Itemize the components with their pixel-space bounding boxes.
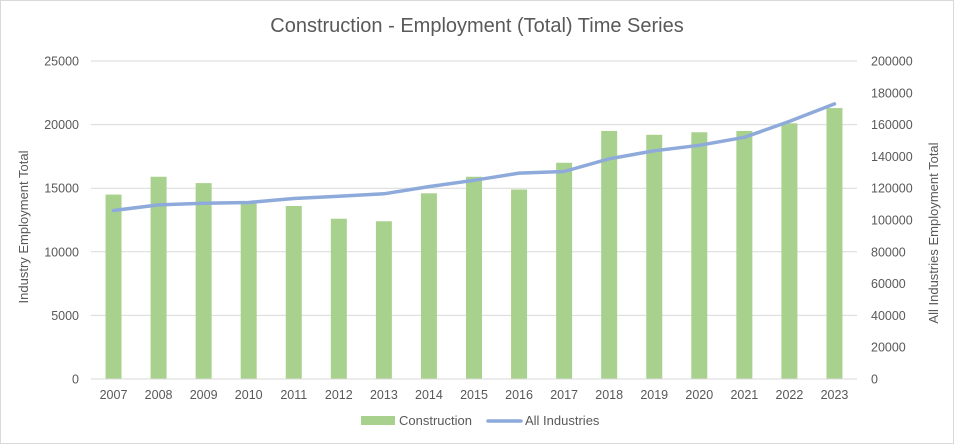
x-tick-label: 2021 xyxy=(730,388,758,402)
construction-bar xyxy=(330,218,347,379)
left-tick-label: 15000 xyxy=(44,182,79,196)
all-industries-line-group xyxy=(111,102,837,213)
right-axis-title: All Industries Employment Total xyxy=(926,142,941,323)
right-tick-label: 120000 xyxy=(871,182,913,196)
x-tick-label: 2015 xyxy=(460,388,488,402)
legend-construction-swatch xyxy=(361,416,395,425)
construction-bar xyxy=(150,176,167,379)
legend-all-industries-label: All Industries xyxy=(525,413,600,428)
x-tick-label: 2016 xyxy=(505,388,533,402)
right-tick-label: 60000 xyxy=(871,277,906,291)
x-tick-label: 2018 xyxy=(595,388,623,402)
left-axis-title: Industry Employment Total xyxy=(16,150,31,303)
construction-bar xyxy=(195,183,212,379)
construction-bar xyxy=(781,123,798,379)
construction-bar xyxy=(240,202,257,379)
x-tick-label: 2017 xyxy=(550,388,578,402)
axes: 0 5000 10000 15000 20000 25000 0 20000 40000 6000… xyxy=(44,55,913,403)
right-tick-label: 140000 xyxy=(871,150,913,164)
construction-bar xyxy=(691,132,708,379)
x-tick-label: 2009 xyxy=(190,388,218,402)
left-tick-label: 20000 xyxy=(44,118,79,132)
chart-title: Construction - Employment (Total) Time S… xyxy=(270,15,683,37)
x-tick-label: 2020 xyxy=(685,388,713,402)
x-tick-label: 2023 xyxy=(821,388,849,402)
construction-bar xyxy=(646,134,663,379)
right-tick-label: 100000 xyxy=(871,214,913,228)
x-tick-label: 2019 xyxy=(640,388,668,402)
right-tick-label: 80000 xyxy=(871,245,906,259)
x-tick-label: 2022 xyxy=(776,388,804,402)
legend: Construction All Industries xyxy=(361,413,600,428)
right-tick-label: 0 xyxy=(871,373,878,387)
left-tick-label: 5000 xyxy=(51,309,79,323)
x-tick-label: 2013 xyxy=(370,388,398,402)
construction-bar xyxy=(826,108,843,380)
legend-construction-label: Construction xyxy=(399,413,472,428)
x-tick-label: 2010 xyxy=(235,388,263,402)
construction-bars xyxy=(105,108,843,380)
right-tick-label: 180000 xyxy=(871,86,913,100)
construction-bar xyxy=(556,162,573,379)
x-tick-label: 2014 xyxy=(415,388,443,402)
construction-bar xyxy=(285,206,302,379)
all-industries-line xyxy=(111,102,837,213)
right-tick-label: 20000 xyxy=(871,341,906,355)
construction-bar xyxy=(601,130,618,379)
construction-bar xyxy=(105,194,122,379)
x-tick-label: 2007 xyxy=(100,388,128,402)
right-tick-label: 200000 xyxy=(871,55,913,69)
x-tick-label: 2008 xyxy=(145,388,173,402)
left-tick-label: 0 xyxy=(72,373,79,387)
construction-bar xyxy=(375,221,392,379)
left-tick-label: 10000 xyxy=(44,245,79,259)
x-tick-label: 2012 xyxy=(325,388,353,402)
construction-bar xyxy=(511,189,528,379)
construction-bar xyxy=(420,193,437,379)
construction-bar xyxy=(736,130,753,379)
construction-bar xyxy=(466,176,482,379)
right-tick-label: 40000 xyxy=(871,309,906,323)
right-tick-label: 160000 xyxy=(871,118,913,132)
left-tick-label: 25000 xyxy=(44,55,79,69)
x-tick-label: 2011 xyxy=(280,388,307,402)
